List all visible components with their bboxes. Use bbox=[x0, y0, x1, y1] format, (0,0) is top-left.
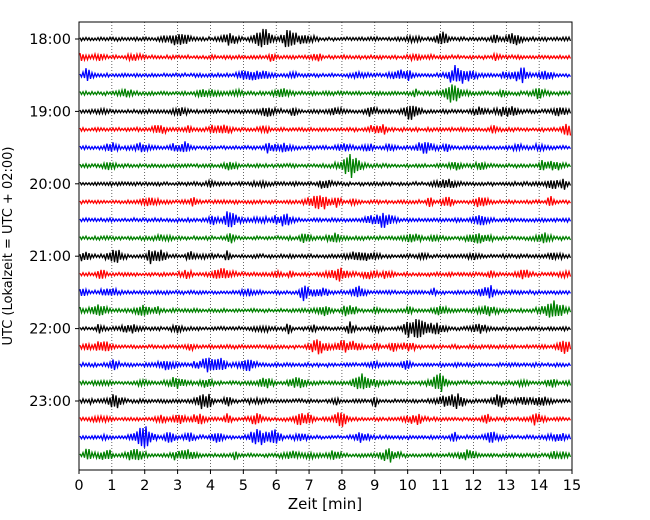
x-tick-label: 5 bbox=[239, 478, 248, 494]
trace-2130 bbox=[79, 285, 572, 302]
trace-1900 bbox=[79, 105, 572, 120]
x-tick-label: 2 bbox=[140, 478, 149, 494]
trace-2100 bbox=[79, 249, 572, 265]
y-tick-label: 19:00 bbox=[29, 104, 71, 120]
x-tick-label: 10 bbox=[398, 478, 416, 494]
trace-2245 bbox=[79, 373, 572, 392]
trace-2200 bbox=[79, 318, 572, 338]
x-tick-label: 9 bbox=[370, 478, 379, 494]
trace-1830 bbox=[79, 65, 572, 84]
x-tick-label: 1 bbox=[107, 478, 116, 494]
x-tick-label: 7 bbox=[304, 478, 313, 494]
trace-1945 bbox=[79, 154, 572, 178]
trace-2045 bbox=[79, 232, 572, 244]
x-tick-label: 15 bbox=[563, 478, 581, 494]
trace-2115 bbox=[79, 267, 572, 282]
trace-2300 bbox=[79, 393, 572, 410]
y-tick-label: 23:00 bbox=[29, 394, 71, 410]
x-tick-label: 13 bbox=[497, 478, 515, 494]
x-axis-ticks: 0 1 2 3 4 5 6 7 8 9 10 11 12 13 14 15 bbox=[74, 470, 581, 494]
x-tick-label: 0 bbox=[74, 478, 83, 494]
trace-2330 bbox=[79, 426, 572, 448]
y-tick-label: 18:00 bbox=[29, 32, 71, 48]
y-tick-label: 22:00 bbox=[29, 322, 71, 338]
trace-2030 bbox=[79, 211, 572, 228]
trace-2000 bbox=[79, 178, 572, 190]
x-tick-label: 14 bbox=[530, 478, 548, 494]
x-tick-label: 11 bbox=[431, 478, 449, 494]
plot-frame bbox=[78, 21, 573, 471]
trace-2215 bbox=[79, 339, 572, 355]
trace-2230 bbox=[79, 357, 572, 373]
y-axis-ticks: 18:00 19:00 20:00 21:00 22:00 23:00 bbox=[29, 32, 79, 410]
trace-2015 bbox=[79, 195, 572, 210]
y-axis-label: UTC (Lokalzeit = UTC + 02:00) bbox=[1, 147, 16, 346]
x-tick-label: 12 bbox=[464, 478, 482, 494]
x-tick-label: 8 bbox=[337, 478, 346, 494]
y-tick-label: 20:00 bbox=[29, 177, 71, 193]
trace-1800 bbox=[79, 28, 572, 48]
trace-2315 bbox=[79, 412, 572, 427]
x-axis-label: Zeit [min] bbox=[288, 495, 362, 513]
x-tick-label: 3 bbox=[173, 478, 182, 494]
trace-1845 bbox=[79, 84, 572, 103]
trace-1915 bbox=[79, 123, 572, 136]
y-tick-label: 21:00 bbox=[29, 249, 71, 265]
x-tick-label: 6 bbox=[272, 478, 281, 494]
x-tick-label: 4 bbox=[206, 478, 215, 494]
trace-2345 bbox=[79, 448, 572, 463]
seismic-traces bbox=[79, 28, 572, 463]
trace-2145 bbox=[79, 300, 572, 318]
trace-1930 bbox=[79, 141, 572, 154]
trace-1815 bbox=[79, 51, 572, 63]
